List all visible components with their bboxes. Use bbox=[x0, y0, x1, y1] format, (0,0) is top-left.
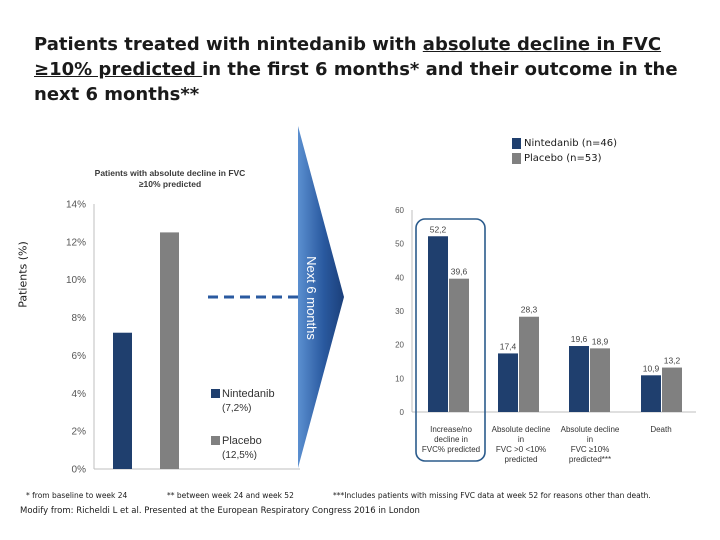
left-chart: Patients with absolute decline in FVC ≥1… bbox=[66, 168, 300, 476]
right-bar-nintedanib bbox=[498, 353, 518, 412]
right-chart: 0 10 20 30 40 50 60 52,2 39,6 17,4 28,3 19,6 18,9 10… bbox=[395, 206, 696, 464]
right-bar-placebo bbox=[662, 367, 682, 412]
right-category-label: in bbox=[587, 435, 593, 444]
left-legend-nintedanib-value: (7,2%) bbox=[222, 403, 251, 414]
right-data-label: 18,9 bbox=[592, 336, 609, 346]
right-data-label: 17,4 bbox=[500, 341, 517, 351]
legend-swatch-nintedanib bbox=[512, 138, 521, 149]
right-bar-nintedanib bbox=[569, 346, 589, 412]
title-underline-1: absolute decline in FVC bbox=[422, 34, 662, 55]
right-bar-placebo bbox=[519, 316, 539, 412]
legend-label-placebo: Placebo (n=53) bbox=[524, 153, 602, 164]
arrow-label: Next 6 months bbox=[304, 256, 319, 340]
right-y-tick-label: 40 bbox=[395, 273, 404, 282]
right-data-label: 13,2 bbox=[664, 356, 681, 366]
right-category-label: Absolute decline bbox=[492, 425, 551, 434]
right-category-label: Absolute decline bbox=[561, 425, 620, 434]
left-legend-placebo-value: (12,5%) bbox=[222, 450, 257, 461]
right-y-tick-label: 0 bbox=[400, 408, 405, 417]
right-category-label: Death bbox=[650, 425, 671, 434]
left-bar-nintedanib bbox=[113, 332, 132, 469]
left-legend-swatch-placebo bbox=[211, 436, 220, 445]
right-bar-nintedanib bbox=[428, 236, 448, 412]
right-category-label: Increase/no bbox=[430, 425, 472, 434]
right-data-label: 28,3 bbox=[521, 305, 538, 315]
right-category-label: FVC% predicted bbox=[422, 445, 480, 454]
left-legend-swatch-nintedanib bbox=[211, 389, 220, 398]
title-underline-2: ≥10% predicted bbox=[34, 59, 203, 80]
title-part-1: Patients treated with nintedanib with bbox=[34, 34, 423, 55]
right-data-label: 39,6 bbox=[451, 267, 468, 277]
footnote-3: ***Includes patients with missing FVC da… bbox=[333, 491, 651, 500]
right-category-label: in bbox=[518, 435, 524, 444]
left-y-tick-label: 0% bbox=[72, 465, 87, 476]
footnote-1: * from baseline to week 24 bbox=[26, 491, 128, 500]
right-data-label: 52,2 bbox=[430, 224, 447, 234]
left-y-tick-label: 6% bbox=[72, 351, 87, 362]
left-y-tick-label: 2% bbox=[72, 427, 87, 438]
left-y-tick-label: 8% bbox=[72, 313, 87, 324]
right-y-tick-label: 20 bbox=[395, 341, 404, 350]
right-data-label: 10,9 bbox=[643, 363, 660, 373]
footnote-2: ** between week 24 and week 52 bbox=[167, 491, 294, 500]
legend-item-nintedanib: Nintedanib (n=46) bbox=[512, 136, 617, 151]
right-y-tick-label: 10 bbox=[395, 374, 404, 383]
right-category-label: FVC >0 <10% bbox=[496, 445, 546, 454]
right-category-label: FVC ≥10% bbox=[571, 445, 610, 454]
right-y-tick-label: 30 bbox=[395, 307, 404, 316]
legend-swatch-placebo bbox=[512, 153, 521, 164]
right-chart-legend: Nintedanib (n=46) Placebo (n=53) bbox=[512, 136, 617, 166]
left-chart-title-line1: Patients with absolute decline in FVC bbox=[95, 168, 246, 178]
next-6-months-arrow bbox=[298, 126, 344, 468]
highlight-box bbox=[415, 218, 486, 462]
legend-item-placebo: Placebo (n=53) bbox=[512, 151, 617, 166]
right-y-tick-label: 50 bbox=[395, 240, 404, 249]
right-bar-placebo bbox=[590, 348, 610, 412]
right-category-label: decline in bbox=[434, 435, 468, 444]
title-part-2: in the first 6 months* and their outcome… bbox=[34, 59, 678, 105]
left-legend-nintedanib-label: Nintedanib bbox=[222, 388, 275, 400]
left-y-tick-label: 10% bbox=[66, 275, 86, 286]
left-chart-title-line2: ≥10% predicted bbox=[139, 179, 201, 189]
right-y-tick-label: 60 bbox=[395, 206, 404, 215]
left-legend-placebo-label: Placebo bbox=[222, 435, 262, 447]
left-y-tick-label: 12% bbox=[66, 237, 86, 248]
source-citation: Modify from: Richeldi L et al. Presented… bbox=[20, 506, 420, 516]
right-data-label: 19,6 bbox=[571, 334, 588, 344]
left-y-tick-label: 4% bbox=[72, 389, 87, 400]
right-bar-placebo bbox=[449, 278, 469, 412]
left-bar-placebo bbox=[160, 232, 179, 469]
left-y-tick-label: 14% bbox=[66, 200, 86, 211]
right-category-label: predicted*** bbox=[569, 455, 611, 464]
right-bar-nintedanib bbox=[641, 375, 661, 412]
slide-title: Patients treated with nintedanib with ab… bbox=[34, 32, 704, 107]
legend-label-nintedanib: Nintedanib (n=46) bbox=[524, 138, 618, 149]
right-category-label: predicted bbox=[505, 455, 538, 464]
